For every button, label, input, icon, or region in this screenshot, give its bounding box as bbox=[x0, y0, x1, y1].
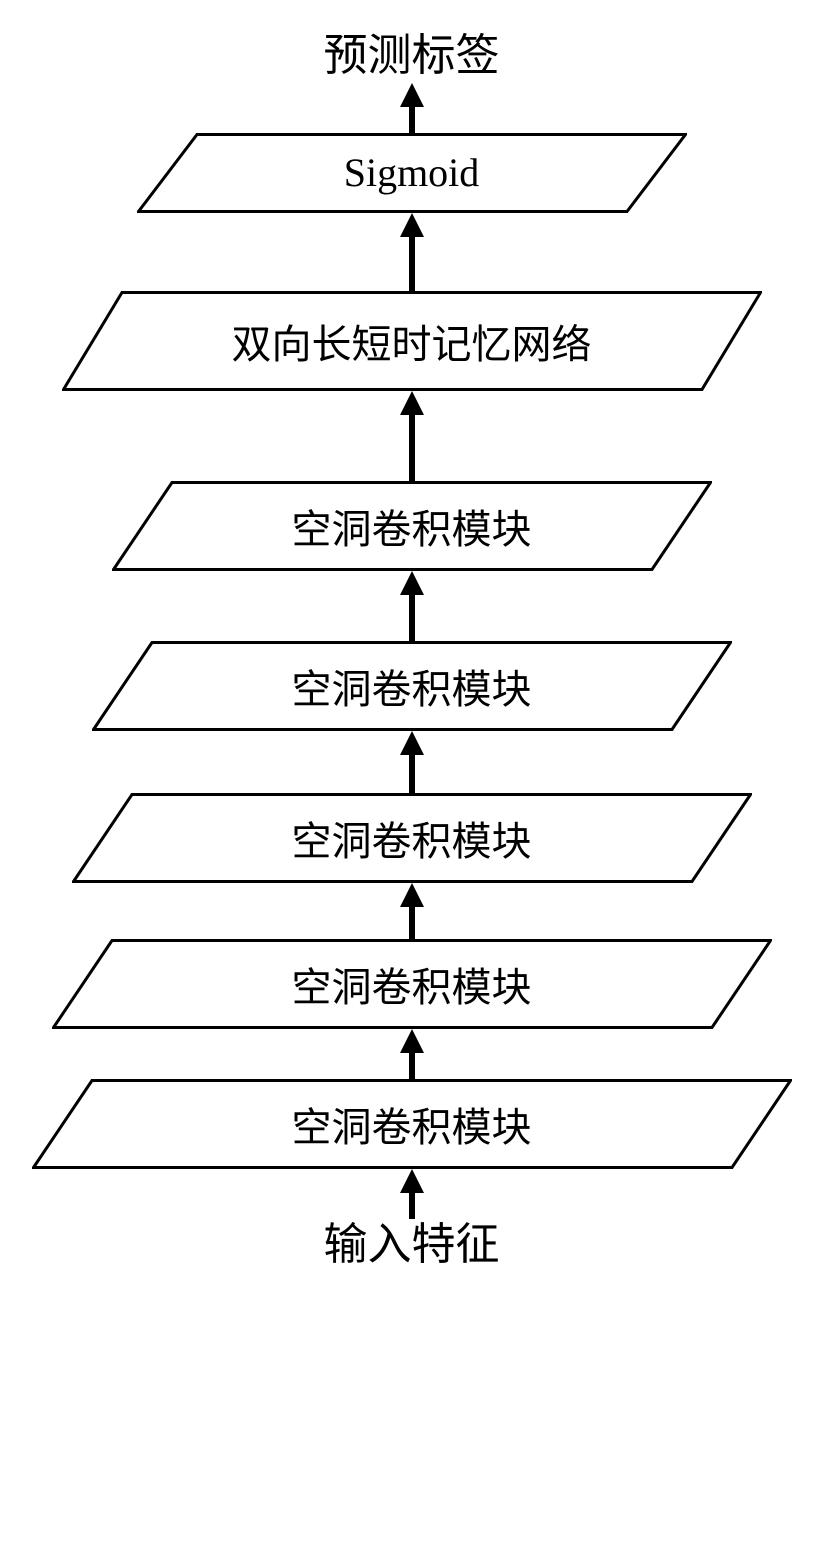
flowchart-diagram: 预测标签 Sigmoid 双向长短时记忆网络空洞卷积模块空洞卷积模块空洞卷积模块空洞… bbox=[0, 0, 823, 1565]
output-label: 预测标签 bbox=[0, 30, 823, 83]
arrow-up bbox=[0, 1169, 823, 1219]
arrow-up bbox=[0, 83, 823, 133]
node-label: 空洞卷积模块 bbox=[292, 497, 532, 555]
arrow-up bbox=[0, 731, 823, 793]
node-label: 空洞卷积模块 bbox=[292, 955, 532, 1013]
arrow-up bbox=[0, 883, 823, 939]
arrow-up bbox=[0, 571, 823, 641]
arrow-up bbox=[0, 1029, 823, 1079]
node-label: 空洞卷积模块 bbox=[292, 657, 532, 715]
node-bilstm: 双向长短时记忆网络 bbox=[0, 291, 823, 391]
input-label: 输入特征 bbox=[0, 1219, 823, 1272]
arrow-up bbox=[0, 391, 823, 481]
node-dconv2: 空洞卷积模块 bbox=[0, 939, 823, 1029]
node-dconv4: 空洞卷积模块 bbox=[0, 641, 823, 731]
node-label: 双向长短时记忆网络 bbox=[232, 312, 592, 370]
node-dconv3: 空洞卷积模块 bbox=[0, 793, 823, 883]
node-dconv1: 空洞卷积模块 bbox=[0, 1079, 823, 1169]
node-label: Sigmoid bbox=[344, 149, 480, 196]
node-label: 空洞卷积模块 bbox=[292, 1095, 532, 1153]
node-sigmoid: Sigmoid bbox=[0, 133, 823, 213]
arrow-up bbox=[0, 213, 823, 291]
node-dconv5: 空洞卷积模块 bbox=[0, 481, 823, 571]
node-label: 空洞卷积模块 bbox=[292, 809, 532, 867]
